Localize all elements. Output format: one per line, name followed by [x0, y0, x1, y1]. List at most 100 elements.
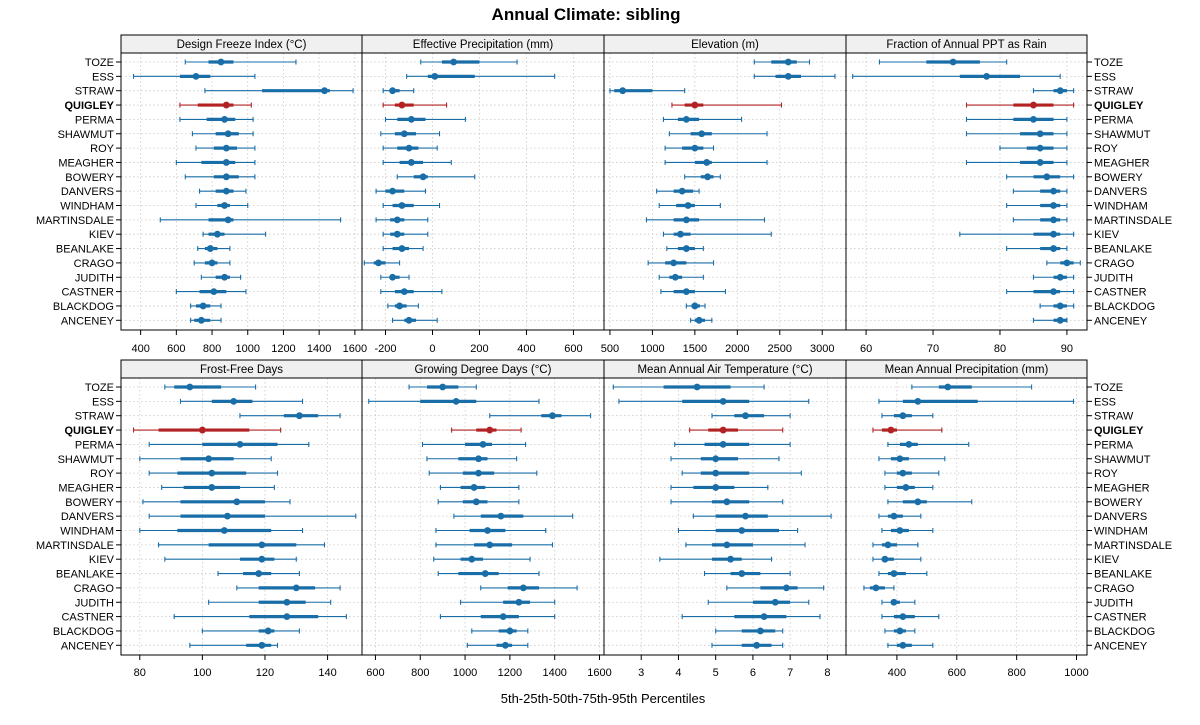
x-tick-label: 120	[256, 667, 274, 679]
panel-2: Elevation (m) 500 1000 1500 2000 2500 3000	[601, 34, 847, 355]
median-point	[678, 187, 686, 195]
median-point	[222, 173, 230, 181]
x-tick-label: 1200	[498, 667, 522, 679]
site-label-right: MEAGHER	[1094, 482, 1150, 494]
median-point	[682, 116, 690, 123]
site-label-right: BLACKDOG	[1094, 301, 1155, 313]
site-label-right: JUDITH	[1094, 272, 1133, 284]
median-point	[719, 397, 727, 405]
x-tick-label: 90	[1061, 343, 1073, 355]
median-point	[691, 302, 699, 310]
x-tick-label: 3000	[810, 343, 834, 355]
site-label-left: SHAWMUT	[58, 129, 115, 141]
median-point	[398, 245, 406, 252]
site-label-left: BOWERY	[65, 172, 114, 184]
median-point	[499, 613, 507, 620]
site-label-left: JUDITH	[75, 272, 114, 284]
median-point	[484, 527, 491, 534]
site-label-right: SHAWMUT	[1094, 454, 1151, 466]
site-label-left: ESS	[92, 396, 114, 408]
x-tick-label: 0	[429, 343, 435, 355]
site-label-left: WINDHAM	[60, 201, 114, 213]
median-point	[208, 469, 216, 477]
site-label-right: ESS	[1094, 71, 1116, 83]
median-point	[712, 455, 720, 463]
x-tick-label: 800	[203, 343, 221, 355]
median-point	[224, 512, 231, 520]
median-point	[224, 130, 232, 138]
median-point	[292, 584, 300, 592]
site-label-right: DANVERS	[1094, 511, 1147, 523]
site-label-left: BLACKDOG	[53, 301, 114, 313]
median-point	[1036, 130, 1044, 138]
median-point	[405, 144, 413, 152]
median-point	[695, 316, 703, 324]
site-label-right: ANCENEY	[1094, 315, 1148, 327]
median-point	[890, 598, 898, 606]
median-point	[1030, 116, 1037, 123]
median-point	[756, 627, 764, 635]
site-label-left: ROY	[90, 143, 115, 155]
median-point	[222, 159, 230, 166]
median-point	[684, 202, 692, 209]
median-point	[220, 527, 228, 534]
median-point	[450, 58, 458, 66]
x-tick-label: 1200	[271, 343, 295, 355]
x-tick-label: 80	[994, 343, 1006, 355]
site-label-left: ANCENEY	[61, 315, 115, 327]
median-point	[914, 397, 922, 405]
median-point	[389, 87, 396, 95]
site-label-right: BLACKDOG	[1094, 626, 1155, 638]
median-point	[784, 58, 792, 66]
chart-title: Annual Climate: sibling	[492, 5, 681, 24]
x-tick-label: 800	[1007, 667, 1025, 679]
site-label-right: JUDITH	[1094, 597, 1133, 609]
site-label-right: TOZE	[1094, 382, 1123, 394]
median-point	[712, 484, 720, 491]
x-tick-label: 600	[948, 667, 966, 679]
median-point	[753, 641, 761, 649]
panel-title: Frost-Free Days	[200, 364, 283, 376]
median-point	[887, 426, 895, 434]
median-point	[1056, 273, 1064, 281]
median-point	[549, 412, 556, 420]
median-point	[1036, 144, 1044, 152]
panel-7: Mean Annual Precipitation (mm) 400 600 800 1…	[845, 359, 1089, 679]
median-point	[703, 159, 711, 166]
panel-3: Fraction of Annual PPT as Rain 60 70 80 90	[845, 34, 1088, 355]
site-label-right: ANCENEY	[1094, 640, 1148, 652]
median-point	[712, 469, 720, 477]
site-label-left: WINDHAM	[60, 526, 114, 538]
median-point	[475, 455, 482, 463]
site-label-right: CASTNER	[1094, 287, 1147, 299]
site-label-right: DANVERS	[1094, 186, 1147, 198]
site-label-right: CASTNER	[1094, 612, 1147, 624]
median-point	[899, 469, 907, 477]
x-tick-label: 70	[927, 343, 939, 355]
median-point	[704, 173, 711, 181]
median-point	[398, 101, 406, 109]
median-point	[1056, 302, 1064, 310]
median-point	[233, 498, 241, 506]
site-label-right: ROY	[1094, 468, 1119, 480]
median-point	[693, 383, 701, 391]
site-label-right: BOWERY	[1094, 497, 1143, 509]
x-tick-label: 6	[750, 667, 756, 679]
median-point	[1050, 187, 1057, 195]
median-point	[1050, 288, 1057, 295]
x-tick-label: 3	[638, 667, 644, 679]
median-point	[890, 512, 898, 520]
median-point	[1030, 101, 1037, 109]
site-label-right: PERMA	[1094, 439, 1134, 451]
x-tick-label: 1600	[587, 667, 611, 679]
site-label-left: BEANLAKE	[56, 244, 114, 256]
x-tick-label: 600	[366, 667, 384, 679]
x-tick-label: 7	[787, 667, 793, 679]
median-point	[896, 455, 904, 463]
x-axis-label: 5th-25th-50th-75th-95th Percentiles	[501, 691, 706, 706]
panel-4: Frost-Free Days 80 100 120 140	[120, 359, 363, 679]
panel-title: Elevation (m)	[691, 39, 759, 51]
median-point	[479, 441, 487, 448]
median-point	[899, 641, 907, 649]
median-point	[914, 498, 922, 506]
